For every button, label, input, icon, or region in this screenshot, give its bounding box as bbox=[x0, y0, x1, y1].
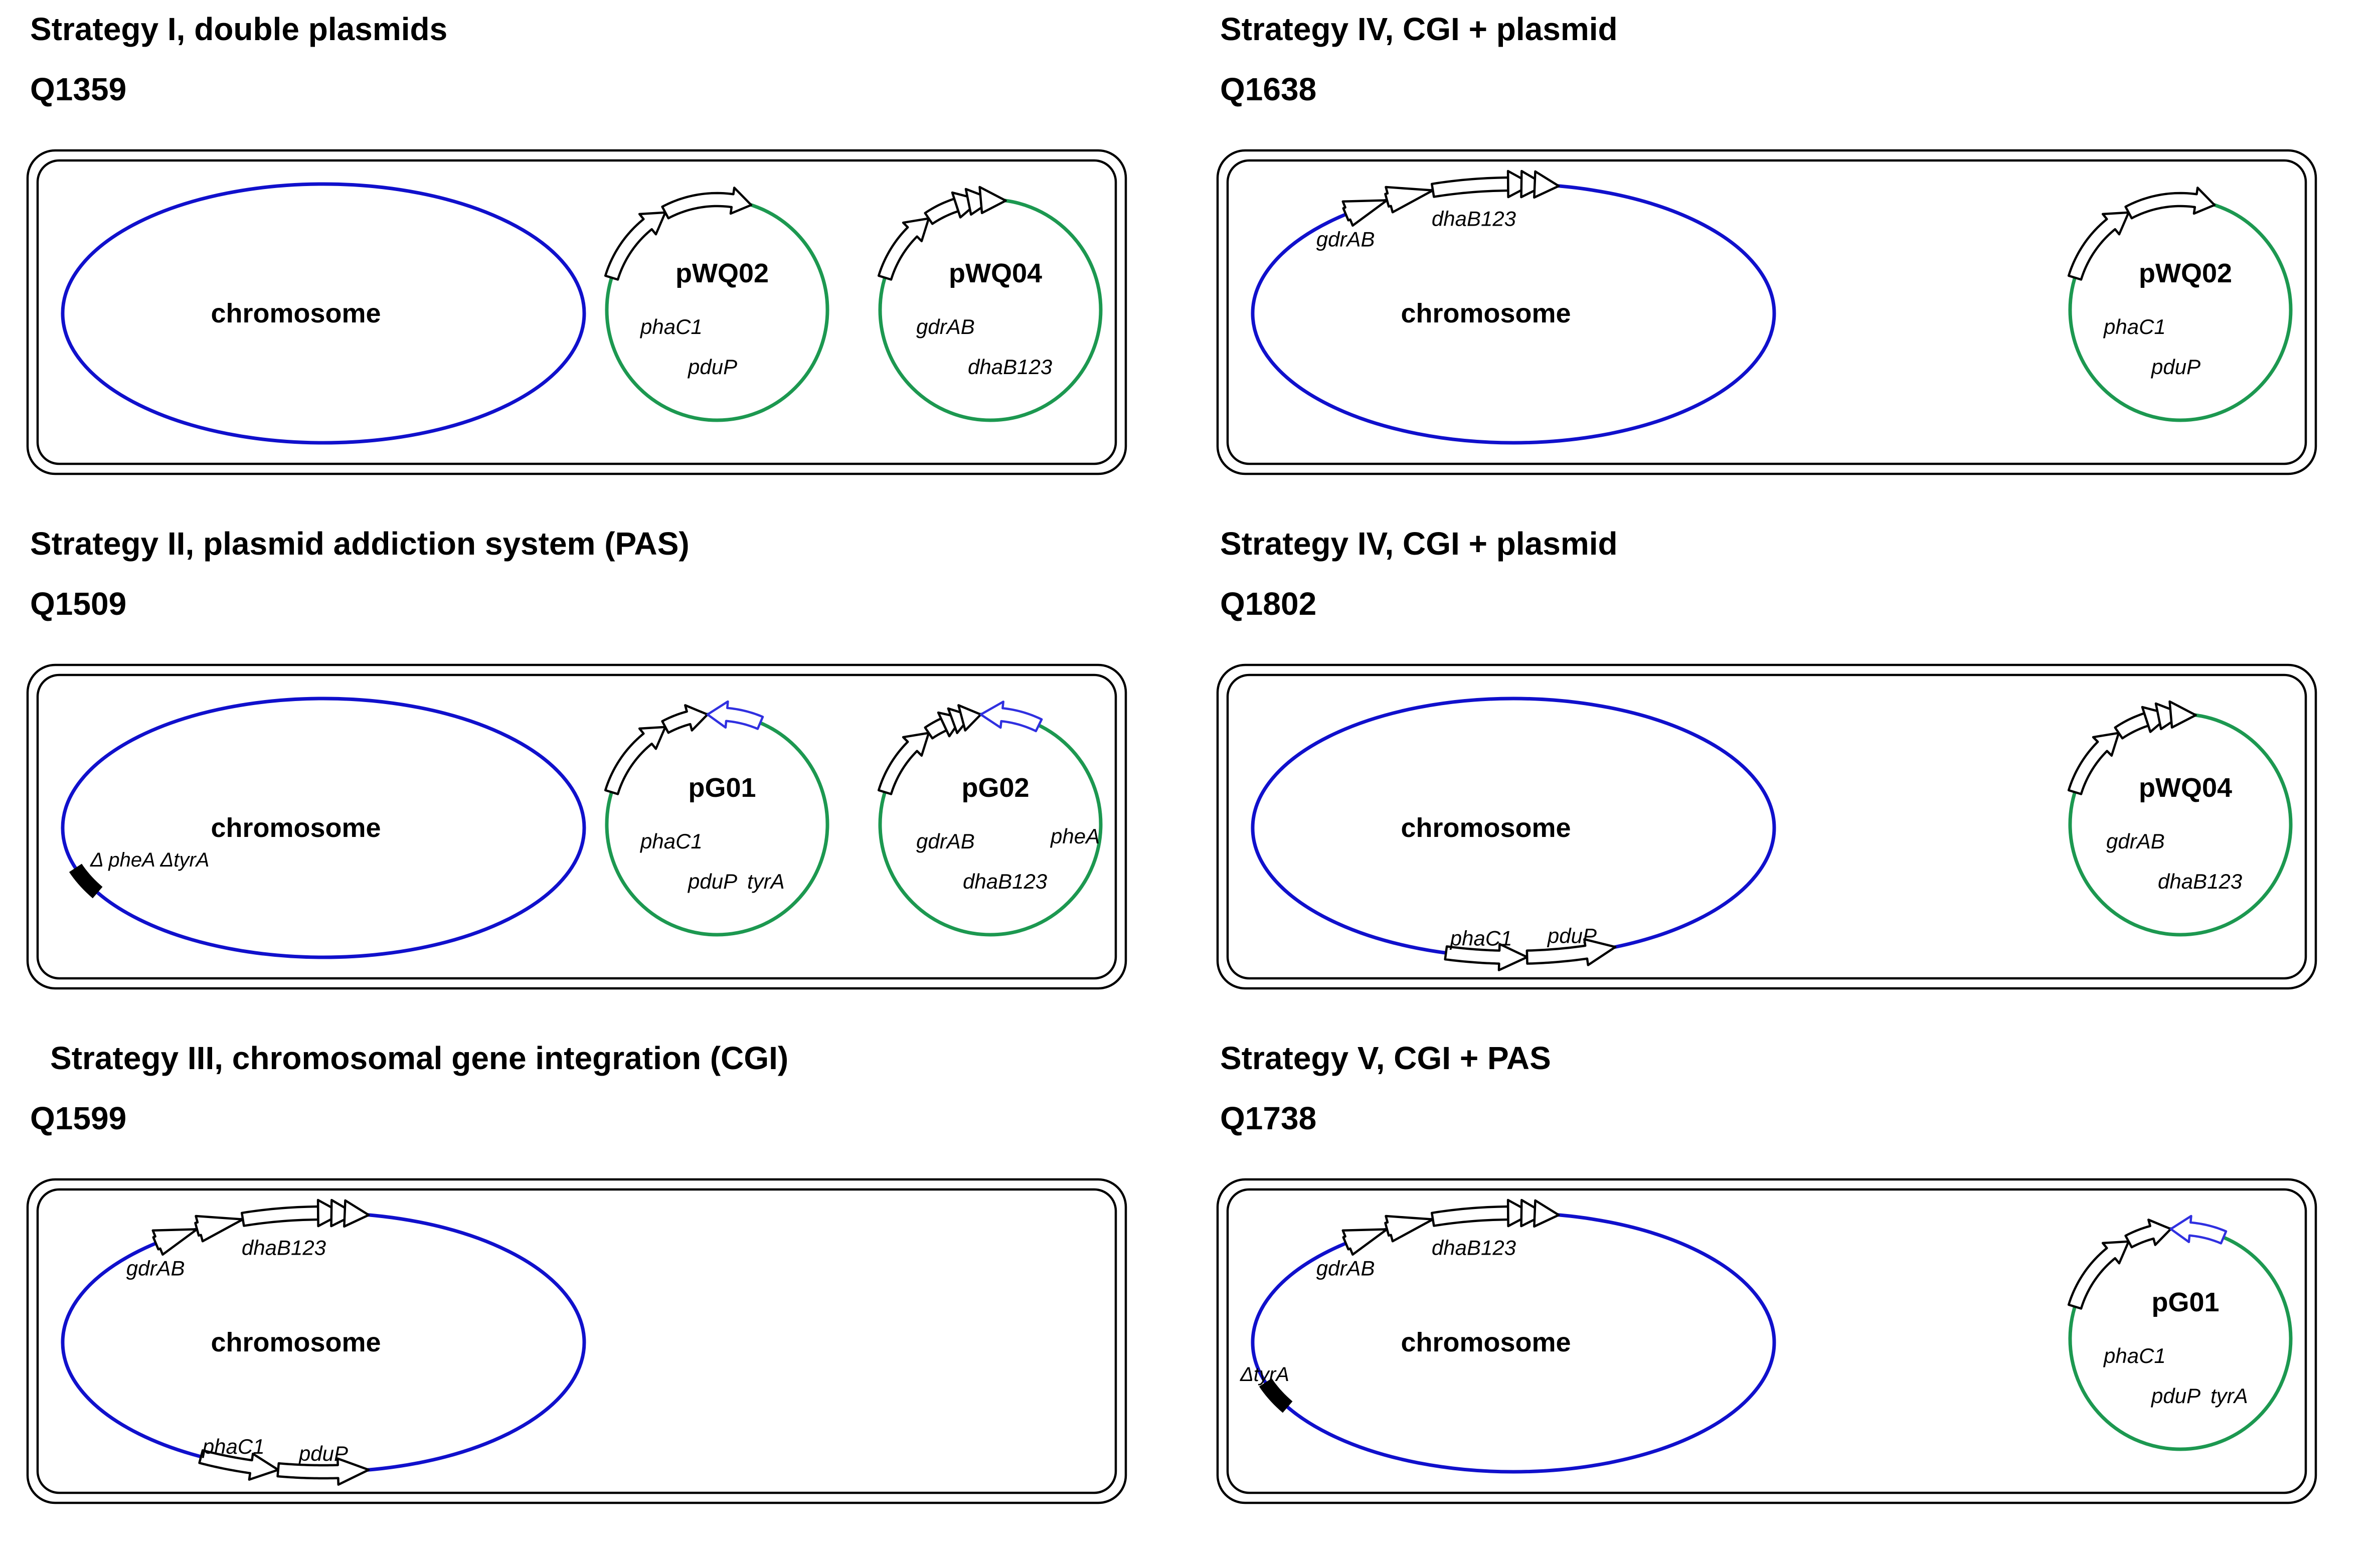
svg-text:gdrAB: gdrAB bbox=[126, 1257, 185, 1280]
svg-text:dhaB123: dhaB123 bbox=[2158, 870, 2242, 893]
svg-text:gdrAB: gdrAB bbox=[2106, 829, 2165, 853]
svg-text:gdrAB: gdrAB bbox=[916, 829, 975, 853]
svg-text:dhaB123: dhaB123 bbox=[963, 870, 1047, 893]
svg-text:pduP: pduP bbox=[687, 870, 737, 893]
svg-text:pWQ02: pWQ02 bbox=[675, 258, 769, 288]
svg-text:pduP: pduP bbox=[2150, 1384, 2200, 1408]
svg-text:pduP: pduP bbox=[687, 355, 737, 379]
svg-text:chromosome: chromosome bbox=[211, 813, 381, 843]
svg-text:dhaB123: dhaB123 bbox=[242, 1236, 326, 1260]
svg-text:phaC1: phaC1 bbox=[2103, 315, 2166, 338]
svg-text:Strategy V, CGI + PAS: Strategy V, CGI + PAS bbox=[1220, 1040, 1551, 1076]
svg-text:Strategy I, double plasmids: Strategy I, double plasmids bbox=[30, 11, 447, 47]
svg-text:Q1802: Q1802 bbox=[1220, 586, 1316, 622]
svg-text:pduP: pduP bbox=[1547, 924, 1597, 947]
svg-text:Q1359: Q1359 bbox=[30, 71, 126, 107]
svg-text:chromosome: chromosome bbox=[211, 298, 381, 328]
svg-text:dhaB123: dhaB123 bbox=[1432, 207, 1516, 231]
svg-text:Q1638: Q1638 bbox=[1220, 71, 1316, 107]
svg-text:chromosome: chromosome bbox=[1401, 813, 1571, 843]
svg-text:phaC1: phaC1 bbox=[639, 829, 703, 853]
svg-text:gdrAB: gdrAB bbox=[1316, 1257, 1375, 1280]
svg-text:Strategy II, plasmid addiction: Strategy II, plasmid addiction system (P… bbox=[30, 526, 690, 562]
svg-text:ΔtyrA: ΔtyrA bbox=[1240, 1363, 1289, 1386]
svg-text:tyrA: tyrA bbox=[2211, 1384, 2248, 1408]
svg-text:dhaB123: dhaB123 bbox=[968, 355, 1052, 379]
svg-text:pG01: pG01 bbox=[688, 773, 756, 803]
svg-text:dhaB123: dhaB123 bbox=[1432, 1236, 1516, 1260]
svg-text:tyrA: tyrA bbox=[747, 870, 785, 893]
svg-text:chromosome: chromosome bbox=[211, 1327, 381, 1357]
svg-text:pWQ04: pWQ04 bbox=[949, 258, 1042, 288]
svg-text:gdrAB: gdrAB bbox=[916, 315, 975, 338]
svg-text:pduP: pduP bbox=[2150, 355, 2200, 379]
svg-text:phaC1: phaC1 bbox=[1449, 927, 1512, 950]
svg-text:gdrAB: gdrAB bbox=[1316, 228, 1375, 251]
svg-text:Strategy IV, CGI + plasmid: Strategy IV, CGI + plasmid bbox=[1220, 526, 1618, 562]
svg-text:pWQ04: pWQ04 bbox=[2139, 773, 2232, 803]
svg-text:pduP: pduP bbox=[298, 1442, 348, 1465]
svg-text:Q1509: Q1509 bbox=[30, 586, 126, 622]
svg-text:chromosome: chromosome bbox=[1401, 1327, 1571, 1357]
svg-text:phaC1: phaC1 bbox=[2103, 1344, 2166, 1367]
svg-text:phaC1: phaC1 bbox=[202, 1435, 265, 1458]
svg-text:Δ pheA ΔtyrA: Δ pheA ΔtyrA bbox=[90, 849, 209, 871]
svg-text:pG02: pG02 bbox=[961, 773, 1029, 803]
svg-text:Strategy III, chromosomal gene: Strategy III, chromosomal gene integrati… bbox=[50, 1040, 788, 1076]
svg-text:Q1599: Q1599 bbox=[30, 1100, 126, 1136]
svg-text:Strategy IV, CGI + plasmid: Strategy IV, CGI + plasmid bbox=[1220, 11, 1618, 47]
svg-text:pWQ02: pWQ02 bbox=[2139, 258, 2232, 288]
svg-text:Q1738: Q1738 bbox=[1220, 1100, 1316, 1136]
svg-text:phaC1: phaC1 bbox=[639, 315, 703, 338]
svg-text:pG01: pG01 bbox=[2151, 1287, 2219, 1317]
svg-text:pheA: pheA bbox=[1050, 824, 1100, 848]
svg-text:chromosome: chromosome bbox=[1401, 298, 1571, 328]
